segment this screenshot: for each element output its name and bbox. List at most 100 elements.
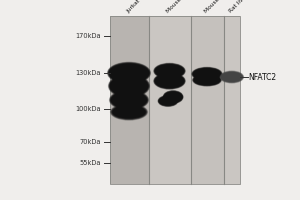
Ellipse shape	[111, 77, 147, 95]
Ellipse shape	[220, 71, 243, 83]
Ellipse shape	[221, 72, 243, 82]
Ellipse shape	[195, 70, 219, 78]
Ellipse shape	[193, 68, 221, 80]
Ellipse shape	[155, 75, 184, 87]
Ellipse shape	[220, 72, 243, 82]
Ellipse shape	[108, 74, 150, 98]
Ellipse shape	[112, 93, 146, 107]
Ellipse shape	[108, 74, 150, 98]
Ellipse shape	[222, 73, 242, 81]
Ellipse shape	[164, 92, 182, 102]
Ellipse shape	[110, 91, 148, 109]
Ellipse shape	[164, 91, 183, 103]
Ellipse shape	[194, 70, 220, 78]
Ellipse shape	[156, 75, 183, 87]
Ellipse shape	[112, 105, 146, 119]
Ellipse shape	[110, 76, 148, 96]
Ellipse shape	[112, 78, 146, 94]
Ellipse shape	[193, 74, 221, 86]
Ellipse shape	[159, 96, 177, 106]
Ellipse shape	[193, 74, 221, 86]
Ellipse shape	[156, 75, 183, 87]
Text: Jurkat: Jurkat	[125, 0, 141, 14]
Ellipse shape	[155, 65, 184, 77]
Ellipse shape	[155, 74, 184, 88]
Ellipse shape	[155, 65, 184, 77]
Ellipse shape	[192, 73, 222, 87]
Ellipse shape	[156, 76, 183, 86]
Text: Mouse thymus: Mouse thymus	[166, 0, 200, 14]
Text: NFATC2: NFATC2	[248, 72, 277, 82]
Ellipse shape	[112, 79, 146, 93]
Ellipse shape	[219, 70, 244, 84]
Ellipse shape	[164, 92, 182, 102]
Ellipse shape	[108, 74, 150, 98]
Ellipse shape	[111, 91, 147, 109]
Ellipse shape	[222, 73, 242, 81]
Ellipse shape	[155, 74, 184, 88]
Ellipse shape	[112, 66, 146, 80]
Ellipse shape	[160, 97, 176, 105]
Ellipse shape	[194, 69, 220, 79]
Ellipse shape	[194, 75, 220, 85]
Ellipse shape	[110, 91, 148, 109]
Ellipse shape	[154, 73, 185, 89]
Ellipse shape	[154, 73, 185, 89]
Ellipse shape	[110, 77, 148, 95]
Ellipse shape	[111, 66, 147, 80]
Ellipse shape	[154, 73, 185, 89]
Ellipse shape	[155, 74, 184, 88]
Ellipse shape	[154, 64, 185, 78]
Ellipse shape	[111, 92, 147, 108]
Ellipse shape	[159, 96, 177, 106]
Ellipse shape	[194, 69, 220, 79]
Ellipse shape	[110, 76, 148, 96]
Ellipse shape	[110, 104, 148, 120]
Ellipse shape	[221, 72, 242, 82]
Ellipse shape	[112, 66, 146, 79]
Ellipse shape	[192, 73, 222, 87]
Ellipse shape	[157, 76, 182, 86]
Ellipse shape	[111, 104, 147, 120]
Ellipse shape	[109, 64, 149, 82]
Ellipse shape	[194, 69, 220, 79]
Ellipse shape	[109, 75, 149, 97]
Ellipse shape	[193, 74, 221, 86]
Ellipse shape	[111, 66, 147, 80]
Ellipse shape	[194, 69, 220, 79]
Ellipse shape	[163, 91, 183, 103]
Ellipse shape	[110, 103, 148, 121]
Ellipse shape	[156, 66, 183, 76]
Ellipse shape	[154, 73, 185, 89]
Ellipse shape	[112, 78, 146, 94]
Ellipse shape	[157, 76, 182, 86]
Ellipse shape	[110, 65, 148, 81]
Ellipse shape	[112, 92, 146, 108]
Ellipse shape	[195, 76, 219, 84]
Ellipse shape	[112, 105, 146, 119]
Ellipse shape	[110, 90, 148, 110]
Text: 100kDa: 100kDa	[76, 106, 101, 112]
Ellipse shape	[112, 78, 146, 94]
Ellipse shape	[221, 73, 242, 81]
Text: 170kDa: 170kDa	[76, 33, 101, 39]
Ellipse shape	[156, 65, 183, 77]
Ellipse shape	[110, 76, 148, 96]
Ellipse shape	[160, 97, 176, 105]
Ellipse shape	[110, 75, 148, 97]
Ellipse shape	[110, 65, 148, 81]
Bar	[148, 16, 190, 184]
Ellipse shape	[155, 65, 184, 77]
Ellipse shape	[192, 67, 222, 81]
Ellipse shape	[156, 75, 183, 87]
Ellipse shape	[153, 72, 186, 90]
Ellipse shape	[165, 93, 182, 101]
Ellipse shape	[192, 68, 222, 80]
Ellipse shape	[158, 95, 178, 107]
Ellipse shape	[222, 73, 242, 81]
Ellipse shape	[153, 63, 186, 79]
Ellipse shape	[164, 91, 182, 103]
Ellipse shape	[113, 107, 145, 117]
Text: Rat liver: Rat liver	[228, 0, 249, 14]
Ellipse shape	[191, 67, 223, 81]
